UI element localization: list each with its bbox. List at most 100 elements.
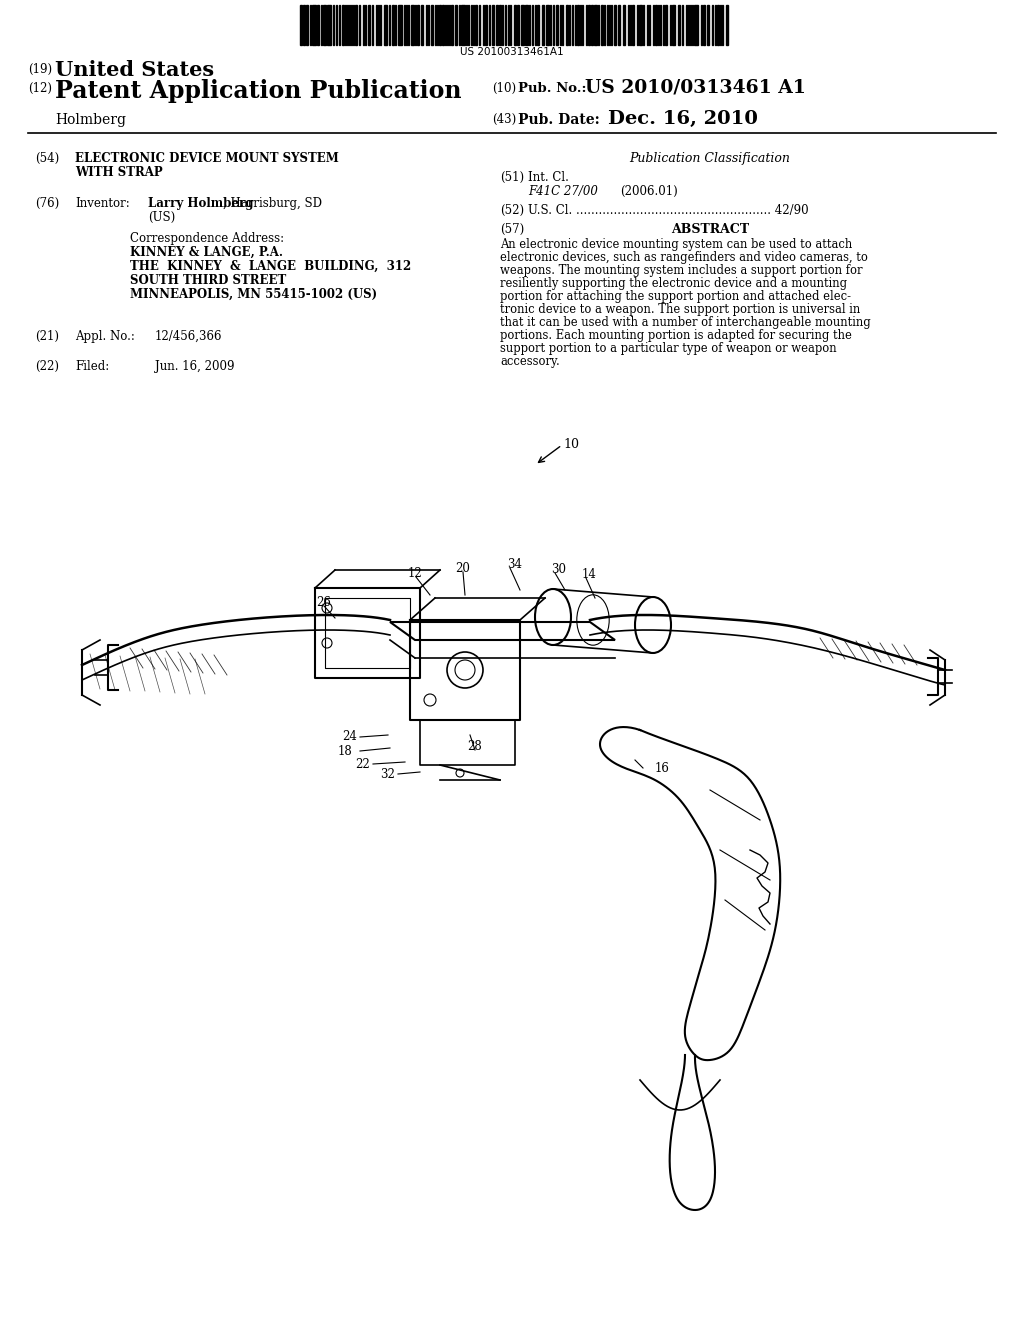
- Bar: [517, 5, 519, 45]
- Text: ELECTRONIC DEVICE MOUNT SYSTEM: ELECTRONIC DEVICE MOUNT SYSTEM: [75, 152, 339, 165]
- Text: Int. Cl.: Int. Cl.: [528, 172, 569, 183]
- Text: Pub. No.:: Pub. No.:: [518, 82, 587, 95]
- Text: 22: 22: [355, 758, 370, 771]
- Text: 28: 28: [467, 741, 481, 752]
- Text: Publication Classification: Publication Classification: [630, 152, 791, 165]
- Bar: [455, 5, 457, 45]
- Bar: [300, 5, 302, 45]
- Bar: [542, 5, 544, 45]
- Text: (12): (12): [28, 82, 52, 95]
- Text: 12/456,366: 12/456,366: [155, 330, 222, 343]
- Text: weapons. The mounting system includes a support portion for: weapons. The mounting system includes a …: [500, 264, 862, 277]
- Bar: [421, 5, 423, 45]
- Bar: [355, 5, 357, 45]
- Text: 30: 30: [551, 564, 566, 576]
- Bar: [623, 5, 625, 45]
- Text: (43): (43): [492, 114, 516, 125]
- Text: Jun. 16, 2009: Jun. 16, 2009: [155, 360, 234, 374]
- Text: 32: 32: [380, 768, 395, 781]
- Text: portions. Each mounting portion is adapted for securing the: portions. Each mounting portion is adapt…: [500, 329, 852, 342]
- Text: Pub. Date:: Pub. Date:: [518, 114, 600, 127]
- Bar: [678, 5, 680, 45]
- Text: Correspondence Address:: Correspondence Address:: [130, 232, 284, 246]
- Text: 18: 18: [338, 744, 352, 758]
- Text: ABSTRACT: ABSTRACT: [671, 223, 750, 236]
- Bar: [614, 5, 616, 45]
- Bar: [431, 5, 433, 45]
- Text: resiliently supporting the electronic device and a mounting: resiliently supporting the electronic de…: [500, 277, 847, 290]
- Text: electronic devices, such as rangefinders and video cameras, to: electronic devices, such as rangefinders…: [500, 251, 868, 264]
- Text: 20: 20: [455, 562, 470, 576]
- Bar: [384, 5, 387, 45]
- Text: 14: 14: [582, 568, 597, 581]
- Text: F41C 27/00: F41C 27/00: [528, 185, 598, 198]
- Text: 10: 10: [563, 438, 579, 451]
- Text: U.S. Cl. .................................................... 42/90: U.S. Cl. ...............................…: [528, 205, 809, 216]
- Text: Filed:: Filed:: [75, 360, 110, 374]
- Bar: [694, 5, 698, 45]
- Bar: [707, 5, 709, 45]
- Bar: [514, 5, 516, 45]
- Bar: [726, 5, 728, 45]
- Text: tronic device to a weapon. The support portion is universal in: tronic device to a weapon. The support p…: [500, 304, 860, 315]
- Bar: [492, 5, 494, 45]
- Text: (US): (US): [148, 211, 175, 224]
- Bar: [665, 5, 667, 45]
- Text: (2006.01): (2006.01): [620, 185, 678, 198]
- Text: (52): (52): [500, 205, 524, 216]
- Bar: [306, 5, 308, 45]
- Bar: [525, 5, 528, 45]
- Text: (51): (51): [500, 172, 524, 183]
- Bar: [499, 5, 501, 45]
- Text: United States: United States: [55, 59, 214, 81]
- Text: Larry Holmberg: Larry Holmberg: [148, 197, 254, 210]
- Text: THE  KINNEY  &  LANGE  BUILDING,  312: THE KINNEY & LANGE BUILDING, 312: [130, 260, 412, 273]
- Bar: [451, 5, 453, 45]
- Bar: [655, 5, 657, 45]
- Bar: [442, 5, 444, 45]
- Text: Patent Application Publication: Patent Application Publication: [55, 79, 462, 103]
- Bar: [556, 5, 558, 45]
- Bar: [546, 5, 549, 45]
- Bar: [537, 5, 539, 45]
- Text: (21): (21): [35, 330, 59, 343]
- Text: 24: 24: [342, 730, 357, 743]
- Text: 12: 12: [408, 568, 423, 579]
- Bar: [632, 5, 634, 45]
- Bar: [566, 5, 568, 45]
- Text: US 20100313461A1: US 20100313461A1: [460, 48, 564, 57]
- Text: SOUTH THIRD STREET: SOUTH THIRD STREET: [130, 275, 287, 286]
- Text: 16: 16: [655, 762, 670, 775]
- Bar: [672, 5, 675, 45]
- Bar: [342, 5, 344, 45]
- Text: (76): (76): [35, 197, 59, 210]
- Text: MINNEAPOLIS, MN 55415-1002 (US): MINNEAPOLIS, MN 55415-1002 (US): [130, 288, 377, 301]
- Bar: [327, 5, 331, 45]
- Bar: [411, 5, 414, 45]
- Text: (10): (10): [492, 82, 516, 95]
- Bar: [439, 5, 441, 45]
- Bar: [368, 5, 370, 45]
- Text: support portion to a particular type of weapon or weapon: support portion to a particular type of …: [500, 342, 837, 355]
- Bar: [485, 5, 487, 45]
- Bar: [398, 5, 402, 45]
- Bar: [601, 5, 603, 45]
- Bar: [618, 5, 620, 45]
- Text: 26: 26: [316, 597, 331, 609]
- Bar: [639, 5, 642, 45]
- Bar: [521, 5, 524, 45]
- Bar: [591, 5, 593, 45]
- Bar: [461, 5, 465, 45]
- Text: Appl. No.:: Appl. No.:: [75, 330, 135, 343]
- Text: KINNEY & LANGE, P.A.: KINNEY & LANGE, P.A.: [130, 246, 283, 259]
- Bar: [588, 5, 590, 45]
- Text: Holmberg: Holmberg: [55, 114, 126, 127]
- Bar: [594, 5, 597, 45]
- Text: 34: 34: [507, 558, 522, 572]
- Text: portion for attaching the support portion and attached elec-: portion for attaching the support portio…: [500, 290, 851, 304]
- Text: Dec. 16, 2010: Dec. 16, 2010: [608, 110, 758, 128]
- Text: (54): (54): [35, 152, 59, 165]
- Bar: [392, 5, 394, 45]
- Text: that it can be used with a number of interchangeable mounting: that it can be used with a number of int…: [500, 315, 870, 329]
- Text: (22): (22): [35, 360, 59, 374]
